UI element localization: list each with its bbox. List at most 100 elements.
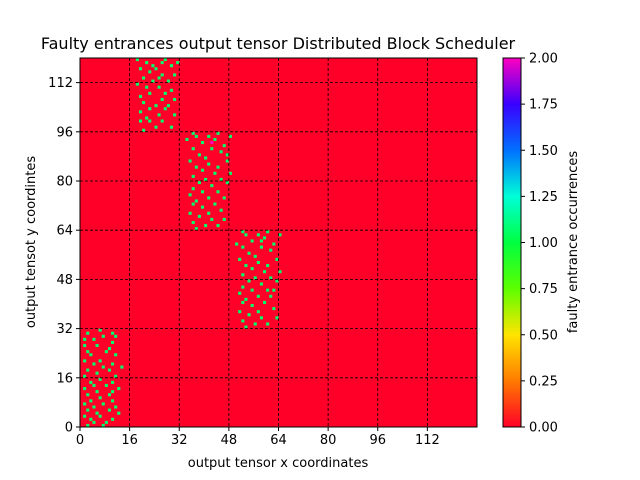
x-tick-label: 80: [320, 433, 337, 448]
heatmap-cell: [104, 420, 108, 424]
heatmap-cell: [200, 168, 205, 172]
heatmap-cell: [166, 79, 170, 83]
heatmap-cell: [256, 294, 260, 298]
heatmap-cell: [272, 288, 276, 292]
colorbar-label: faulty entrance occurrences: [566, 151, 581, 334]
heatmap-cell: [275, 316, 279, 320]
heatmap-cell: [86, 423, 90, 427]
heatmap-cell: [114, 353, 118, 357]
heatmap-cell: [145, 85, 149, 89]
heatmap-cell: [250, 288, 254, 292]
heatmap-cell: [101, 423, 105, 427]
heatmap-cell: [142, 128, 146, 132]
heatmap-cell: [256, 260, 260, 265]
heatmap-cell: [222, 217, 226, 221]
heatmap-cell: [266, 322, 270, 326]
heatmap-cell: [95, 411, 99, 415]
x-tick-label: 96: [369, 433, 386, 448]
heatmap-cell: [157, 113, 161, 117]
heatmap-cell: [194, 134, 198, 138]
heatmap-cell: [259, 245, 263, 249]
heatmap-cell: [244, 297, 248, 301]
heatmap-cell: [173, 113, 177, 117]
heatmap-cell: [250, 239, 254, 243]
heatmap-cell: [210, 217, 214, 221]
heatmap-cell: [160, 73, 164, 77]
heatmap-cell: [163, 107, 167, 111]
heatmap-cell: [157, 85, 161, 89]
heatmap-cell: [169, 88, 174, 92]
heatmap-cell: [191, 131, 195, 135]
heatmap-cell: [266, 264, 270, 268]
heatmap-cell: [259, 316, 263, 320]
heatmap-cell: [194, 165, 198, 169]
heatmap-cell: [216, 224, 220, 228]
heatmap-cell: [86, 350, 90, 354]
heatmap-cell: [163, 91, 167, 95]
heatmap-cell: [204, 224, 208, 228]
heatmap-cell: [250, 304, 254, 308]
heatmap-cell: [83, 387, 87, 391]
heatmap-cell: [138, 119, 143, 123]
heatmap-cell: [173, 73, 177, 77]
heatmap-cell: [219, 177, 223, 181]
heatmap-cell: [256, 310, 260, 314]
heatmap-cell: [92, 362, 96, 366]
chart-title: Faulty entrances output tensor Distribut…: [41, 34, 516, 53]
heatmap-cell: [225, 153, 229, 157]
heatmap-cell: [191, 220, 195, 225]
heatmap-cells: [83, 58, 282, 427]
heatmap-cell: [188, 193, 192, 197]
heatmap-cell: [219, 208, 223, 212]
x-axis-ticks: 0 16 32 48 64 80 96 112: [76, 427, 440, 448]
heatmap-cell: [256, 233, 260, 237]
y-axis-label: output tensot y coordintes: [24, 156, 39, 328]
heatmap-cell: [216, 131, 220, 135]
heatmap-cell: [98, 359, 102, 363]
heatmap-cell: [151, 79, 155, 83]
heatmap-cell: [83, 402, 87, 406]
heatmap-cell: [204, 177, 208, 181]
x-axis-label: output tensor x coordinates: [188, 456, 369, 471]
heatmap-cell: [185, 137, 189, 142]
heatmap-cell: [225, 181, 229, 185]
heatmap-cell: [207, 134, 211, 138]
heatmap-cell: [204, 156, 208, 160]
heatmap-cell: [169, 64, 174, 68]
heatmap-cell: [241, 285, 245, 289]
heatmap-cell: [275, 257, 279, 261]
heatmap-cell: [213, 202, 217, 206]
heatmap-cell: [95, 343, 99, 348]
heatmap-cell: [216, 165, 220, 169]
heatmap-cell: [213, 171, 217, 175]
heatmap-cell: [148, 107, 152, 111]
heatmap-cell: [262, 236, 267, 240]
colorbar-tick-label: 0.75: [529, 282, 558, 297]
heatmap-cell: [154, 125, 158, 129]
heatmap-cell: [219, 150, 223, 154]
heatmap-cell: [86, 408, 90, 412]
heatmap-cell: [104, 350, 108, 354]
x-tick-label: 16: [121, 433, 138, 448]
heatmap-cell: [104, 383, 108, 388]
colorbar-tick-label: 1.50: [529, 144, 558, 159]
heatmap-cell: [101, 334, 105, 338]
heatmap-cell: [244, 325, 248, 329]
colorbar-tick-label: 1.75: [529, 98, 558, 113]
colorbar-ticks: 0.00 0.25 0.50 0.75 1.00 1.25 1.50 1.75 2.00: [521, 52, 558, 436]
heatmap-cell: [111, 399, 115, 403]
heatmap-cell: [253, 254, 257, 258]
y-tick-label: 80: [56, 175, 73, 190]
heatmap-cell: [111, 380, 115, 384]
x-tick-label: 48: [221, 433, 238, 448]
heatmap-cell: [160, 61, 164, 65]
x-tick-label: 32: [171, 433, 188, 448]
y-tick-label: 32: [56, 322, 73, 337]
heatmap-cell: [228, 171, 232, 175]
heatmap-cell: [247, 279, 251, 283]
colorbar-tick-label: 0.50: [529, 328, 558, 343]
heatmap-cell: [148, 70, 152, 74]
heatmap-cell: [194, 199, 198, 203]
heatmap-cell: [247, 313, 251, 317]
colorbar-tick-label: 1.25: [529, 190, 558, 205]
